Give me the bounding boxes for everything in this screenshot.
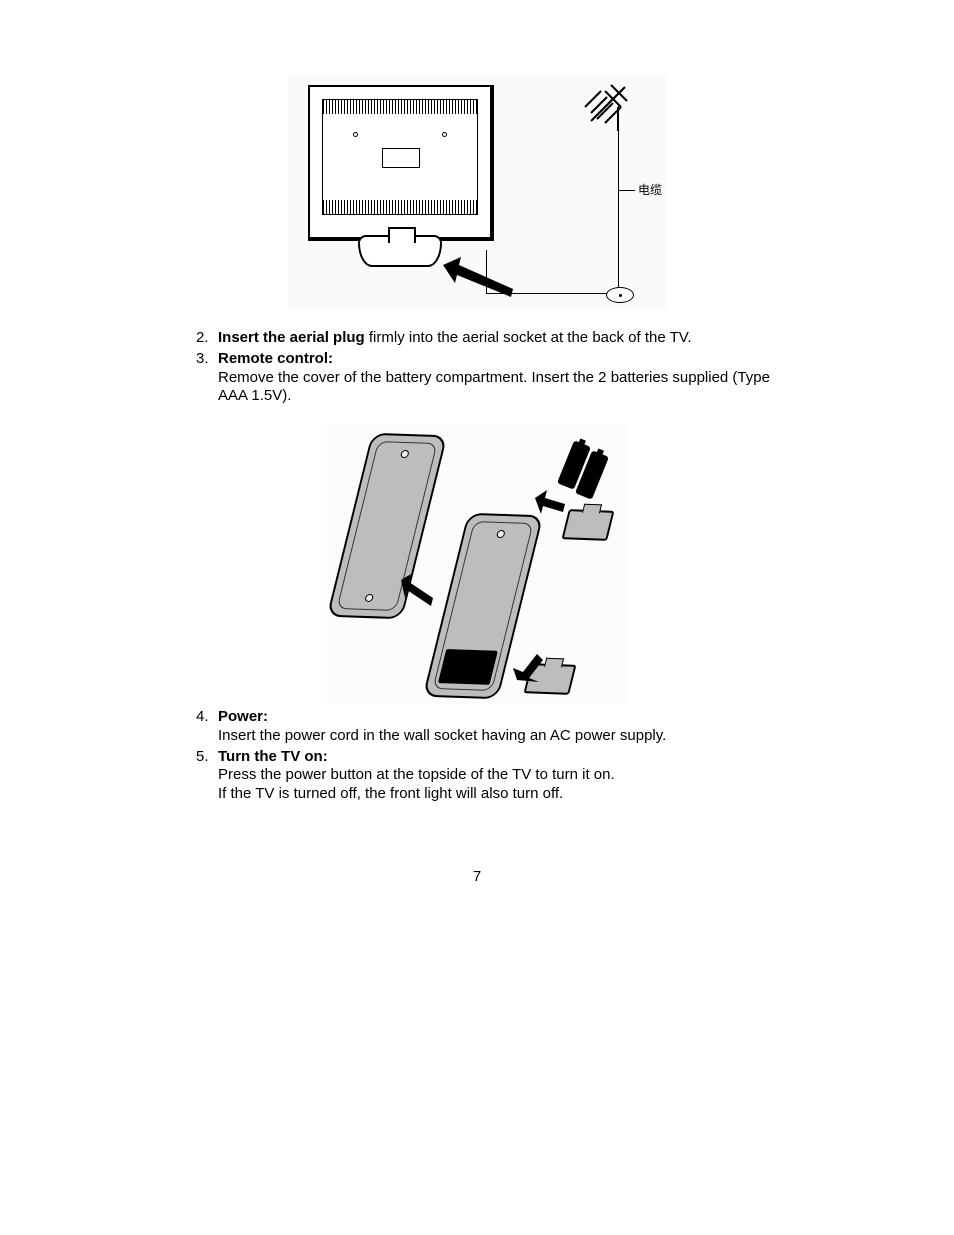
page-number: 7 xyxy=(0,868,954,887)
step-title: Power: xyxy=(218,708,268,725)
cable-label: 电缆 xyxy=(638,183,662,198)
step-body-line: If the TV is turned off, the front light… xyxy=(218,785,563,802)
step-title: Turn the TV on: xyxy=(218,748,328,765)
tv-label-plate xyxy=(382,148,420,168)
instruction-list: 2. Insert the aerial plug firmly into th… xyxy=(180,329,774,406)
step-4: 4. Power: Insert the power cord in the w… xyxy=(218,708,774,746)
step-number: 4. xyxy=(196,708,209,727)
insert-cover-arrow-icon xyxy=(513,654,543,684)
step-title: Remote control: xyxy=(218,350,333,367)
step-3: 3. Remote control: Remove the cover of t… xyxy=(218,350,774,406)
step-2: 2. Insert the aerial plug firmly into th… xyxy=(218,329,774,348)
instruction-list-continued: 4. Power: Insert the power cord in the w… xyxy=(180,708,774,804)
cable-segment xyxy=(486,250,487,294)
step-5: 5. Turn the TV on: Press the power butto… xyxy=(218,748,774,804)
remove-cover-arrow-icon xyxy=(399,574,433,608)
antenna-icon xyxy=(581,77,635,131)
figure-tv-antenna: 电缆 xyxy=(288,75,666,309)
step-number: 2. xyxy=(196,329,209,348)
callout-line xyxy=(619,190,635,191)
tv-back-panel xyxy=(322,99,478,215)
figure-remote-wrap xyxy=(180,424,774,704)
step-body: Remove the cover of the battery compartm… xyxy=(218,369,770,405)
figure-remote-batteries xyxy=(327,424,627,704)
insert-arrow-icon xyxy=(443,257,513,297)
step-number: 3. xyxy=(196,350,209,369)
cable-segment xyxy=(618,105,619,295)
step-body-line: Press the power button at the topside of… xyxy=(218,766,615,783)
step-body: Insert the power cord in the wall socket… xyxy=(218,727,666,744)
cable-segment xyxy=(486,293,619,294)
step-text: firmly into the aerial socket at the bac… xyxy=(365,329,692,346)
coax-connector-icon xyxy=(606,287,634,303)
step-bold-lead: Insert the aerial plug xyxy=(218,329,365,346)
tv-mount-hole xyxy=(442,132,447,137)
battery-cover xyxy=(561,509,614,541)
tv-back-outline xyxy=(308,85,494,241)
manual-page: 电缆 2. Insert the aerial plug firmly into… xyxy=(0,0,954,1235)
tv-stand xyxy=(358,235,442,267)
tv-mount-hole xyxy=(353,132,358,137)
step-number: 5. xyxy=(196,748,209,767)
remove-cover-arrow-icon xyxy=(535,490,565,514)
battery-bay xyxy=(438,649,498,685)
figure-tv-antenna-wrap: 电缆 xyxy=(180,75,774,309)
